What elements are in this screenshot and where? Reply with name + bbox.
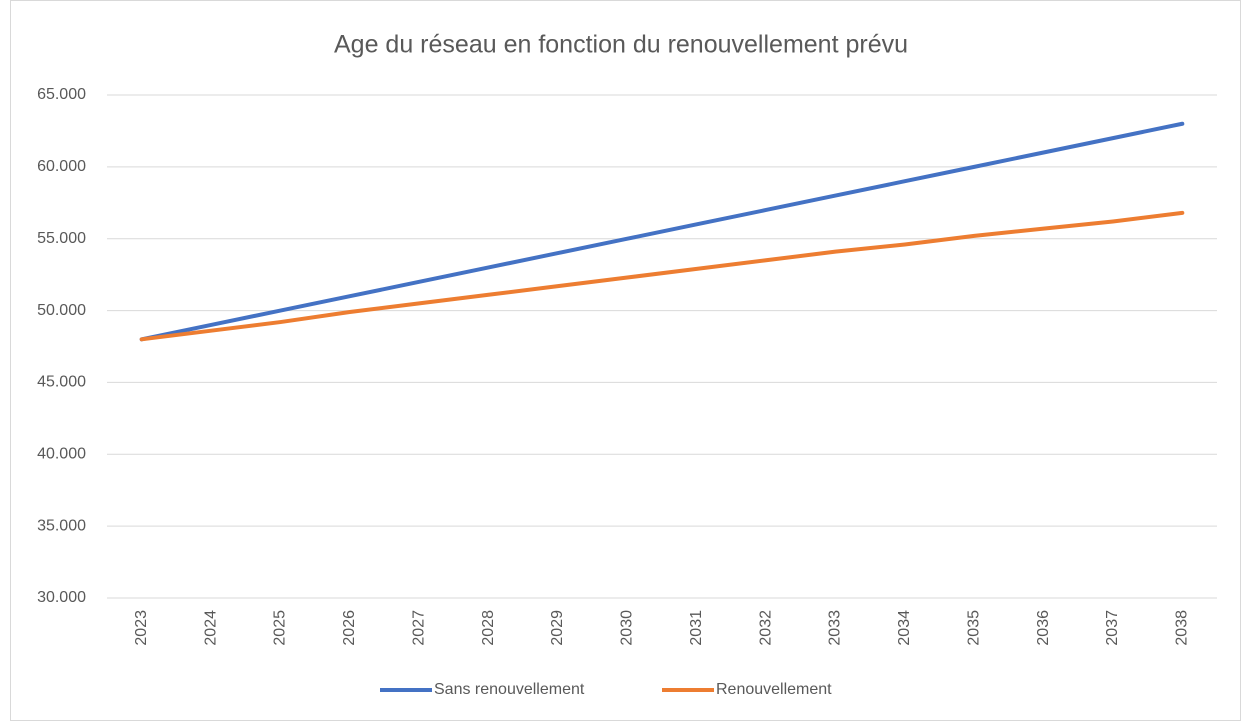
y-tick-label: 30.000	[37, 589, 86, 606]
x-tick-label: 2038	[1174, 610, 1191, 646]
y-tick-label: 60.000	[37, 158, 86, 175]
x-tick-label: 2026	[341, 610, 358, 646]
data-line	[139, 210, 1185, 342]
y-tick-label: 40.000	[37, 446, 86, 463]
x-tick-label: 2024	[202, 610, 219, 646]
chart-title: Age du réseau en fonction du renouvellem…	[334, 31, 908, 59]
x-tick-label: 2033	[827, 610, 844, 646]
x-tick-label: 2032	[757, 610, 774, 646]
chart-border	[10, 0, 1241, 721]
x-tick-label: 2036	[1035, 610, 1052, 646]
x-tick-label: 2027	[410, 610, 427, 646]
x-tick-label: 2037	[1104, 610, 1121, 646]
y-tick-label: 45.000	[37, 374, 86, 391]
y-tick-label: 35.000	[37, 517, 86, 534]
y-tick-label: 55.000	[37, 230, 86, 247]
x-tick-label: 2023	[133, 610, 150, 646]
x-tick-label: 2028	[480, 610, 497, 646]
x-tick-label: 2031	[688, 610, 705, 646]
legend-label: Renouvellement	[716, 681, 832, 698]
x-tick-label: 2030	[619, 610, 636, 646]
x-tick-label: 2025	[272, 610, 289, 646]
legend-label: Sans renouvellement	[434, 681, 585, 698]
y-tick-label: 65.000	[37, 86, 86, 103]
x-tick-label: 2035	[965, 610, 982, 646]
data-line	[139, 121, 1185, 342]
x-tick-label: 2029	[549, 610, 566, 646]
y-tick-label: 50.000	[37, 302, 86, 319]
x-tick-label: 2034	[896, 610, 913, 646]
